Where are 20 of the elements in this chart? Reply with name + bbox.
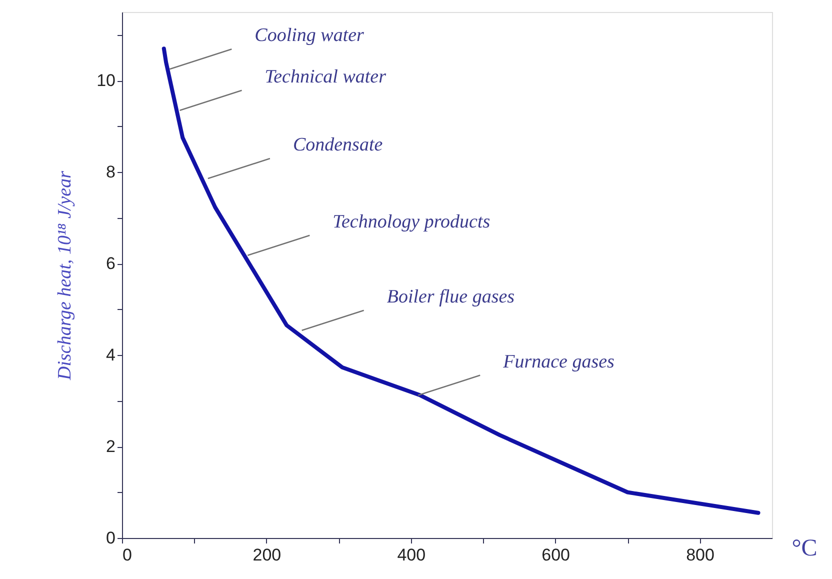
y-tick-label: 2 — [106, 437, 116, 456]
x-tick-label: 0 — [122, 546, 132, 564]
annotation: Furnace gases — [502, 351, 614, 372]
x-axis-title: °C — [792, 536, 818, 562]
y-tick-label: 4 — [106, 346, 116, 365]
x-tick-label: 800 — [686, 546, 714, 564]
x-tick-label: 200 — [252, 546, 282, 564]
annotation: Cooling water — [254, 25, 365, 46]
y-tick-label: 0 — [106, 528, 116, 548]
x-tick-label: 400 — [397, 546, 426, 564]
annotation: Technical water — [264, 66, 387, 88]
annotation: Condensate — [292, 134, 383, 156]
y-axis-title: Discharge heat, 10¹⁸ J/year — [54, 170, 76, 381]
line-series — [162, 46, 760, 515]
annotation: Boiler flue gases — [386, 286, 515, 308]
y-tick-label: 10 — [96, 71, 116, 90]
x-tick-label: 600 — [542, 546, 570, 564]
y-tick-label: 6 — [106, 254, 116, 274]
y-tick-label: 8 — [106, 162, 116, 182]
annotation: Technology products — [332, 211, 490, 232]
